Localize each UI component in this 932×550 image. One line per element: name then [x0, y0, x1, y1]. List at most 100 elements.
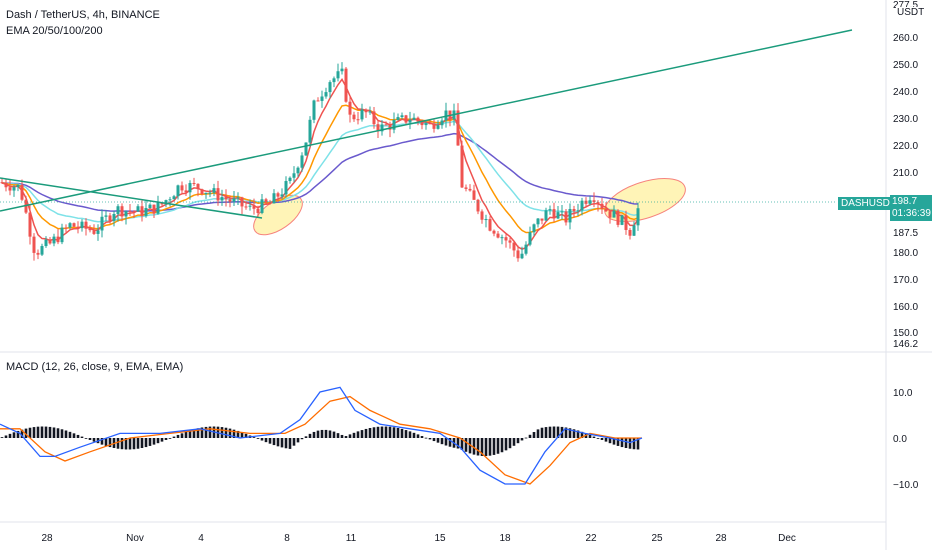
macd-histogram-bar [108, 438, 112, 448]
macd-histogram-bar [144, 438, 148, 448]
candle-body [548, 209, 552, 211]
candle-body [180, 185, 184, 191]
candle-body [460, 145, 464, 188]
macd-histogram-bar [220, 427, 224, 438]
candle-body [156, 202, 160, 214]
macd-histogram-bar [284, 438, 288, 449]
macd-histogram-bar [304, 436, 308, 438]
candle-body [572, 209, 576, 212]
macd-histogram-bar [196, 428, 200, 438]
candle-body [244, 206, 248, 208]
candle-body [328, 82, 332, 93]
candle-body [300, 155, 304, 168]
macd-histogram-bar [340, 434, 344, 438]
macd-histogram-bar [508, 438, 512, 449]
candle-body [228, 199, 232, 202]
macd-histogram-bar [228, 428, 232, 438]
macd-histogram-bar [480, 438, 484, 456]
candle-body [628, 229, 632, 236]
macd-histogram-bar [456, 438, 460, 449]
candle-body [188, 183, 192, 193]
macd-histogram-bar [356, 431, 360, 438]
price-tick-label: 170.0 [893, 275, 918, 286]
highlight-ellipse [604, 178, 686, 222]
candle-body [52, 236, 56, 244]
candle-body [524, 244, 528, 254]
macd-histogram-bar [396, 427, 400, 438]
candle-body [80, 221, 84, 229]
macd-histogram-bar [600, 438, 604, 440]
currency-label: USDT [896, 7, 926, 18]
macd-histogram-bar [380, 426, 384, 438]
macd-signal-line [0, 395, 642, 485]
time-tick-label: 4 [198, 533, 204, 544]
candle-body [364, 109, 368, 113]
candle-body [620, 215, 624, 225]
candle-body [8, 187, 12, 191]
macd-histogram-bar [152, 438, 156, 445]
candle-body [408, 119, 412, 123]
candle-body [184, 190, 188, 193]
candle-body [248, 205, 252, 207]
macd-histogram-bar [488, 438, 492, 456]
candle-body [496, 233, 500, 238]
candle-body [144, 208, 148, 216]
macd-histogram-bar [328, 430, 332, 438]
macd-histogram-bar [184, 431, 188, 438]
ema100-line [1, 120, 639, 223]
macd-histogram-bar [312, 431, 316, 438]
macd-histogram-bar [140, 438, 144, 449]
ema50-line [1, 104, 639, 234]
macd-histogram-bar [576, 430, 580, 438]
price-tick-label: 277.5 [893, 0, 918, 11]
macd-histogram-bar [532, 432, 536, 438]
candle-body [412, 117, 416, 120]
price-tick-label: 230.0 [893, 114, 918, 125]
macd-histogram-bar [276, 438, 280, 447]
macd-histogram-bar [160, 438, 164, 442]
macd-histogram-bar [236, 430, 240, 438]
macd-histogram-bar [16, 430, 20, 438]
candle-body [456, 110, 460, 146]
candle-body [440, 120, 444, 126]
candle-body [504, 237, 508, 241]
time-tick-label: 11 [346, 533, 357, 544]
candle-body [484, 219, 488, 221]
candle-body [400, 115, 404, 118]
candle-body [336, 71, 340, 79]
macd-histogram-bar [296, 438, 300, 443]
candle-body [564, 211, 568, 223]
macd-histogram-bar [636, 438, 640, 450]
macd-histogram-bar [432, 438, 436, 442]
candle-body [124, 211, 128, 217]
macd-histogram-bar [244, 433, 248, 438]
macd-histogram-bar [460, 438, 464, 450]
macd-histogram-bar [300, 438, 304, 440]
macd-histogram-bar [516, 438, 520, 444]
candle-body [436, 125, 440, 129]
macd-histogram-bar [624, 438, 628, 449]
macd-histogram-bar [12, 432, 16, 438]
candle-body [112, 213, 116, 221]
candle-body [128, 211, 132, 213]
macd-histogram-bar [172, 436, 176, 438]
candle-body [428, 123, 432, 125]
macd-histogram-bar [616, 438, 620, 446]
candle-body [196, 183, 200, 190]
macd-histogram-bar [484, 438, 488, 457]
candle-body [100, 216, 104, 231]
macd-histogram-bar [596, 438, 600, 439]
candle-body [264, 199, 268, 203]
candle-body [76, 226, 80, 229]
macd-histogram-bar [608, 438, 612, 444]
macd-histogram-bar [520, 438, 524, 441]
macd-histogram-bar [428, 438, 432, 440]
macd-histogram-bar [580, 431, 584, 438]
macd-histogram-bar [132, 438, 136, 450]
price-tick-label: 250.0 [893, 60, 918, 71]
macd-label: MACD (12, 26, close, 9, EMA, EMA) [6, 361, 184, 373]
macd-histogram-bar [308, 433, 312, 438]
time-tick-label: 22 [585, 533, 597, 544]
macd-histogram-bar [204, 426, 208, 438]
